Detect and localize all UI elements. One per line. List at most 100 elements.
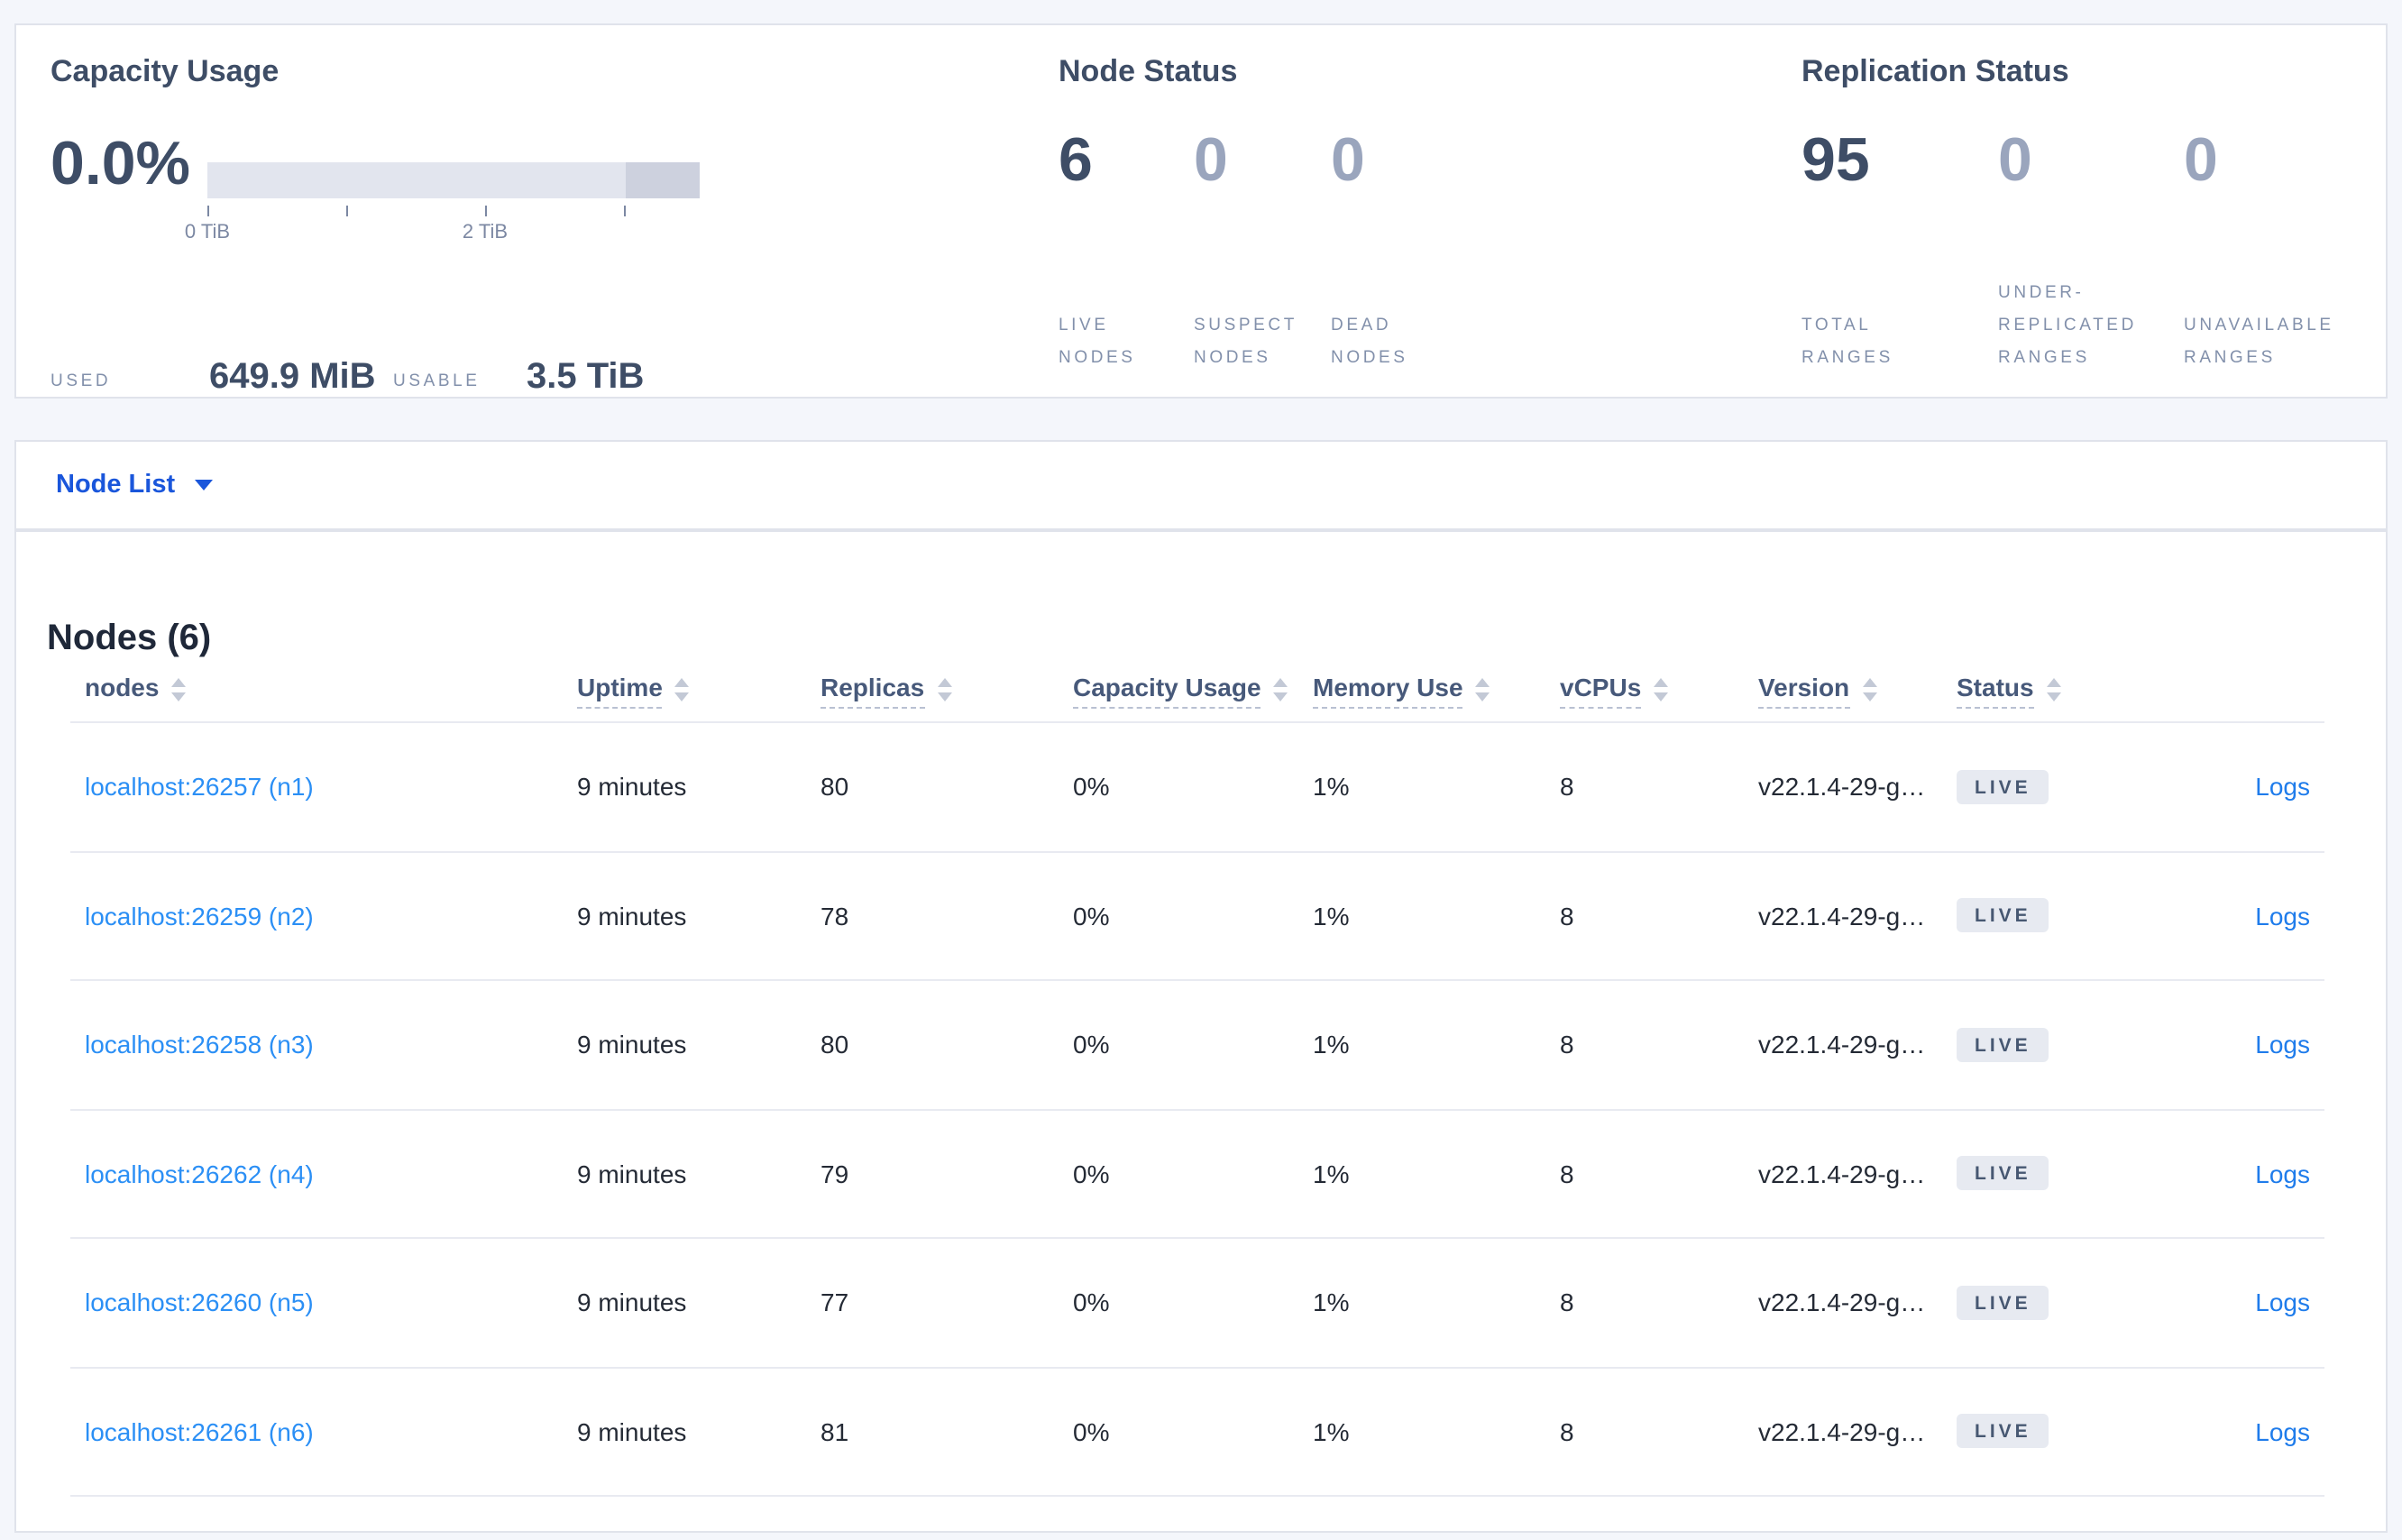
live-nodes-label: LIVE NODES: [1059, 315, 1136, 368]
vcpus-cell: 8: [1560, 772, 1574, 802]
column-header-label: Version: [1758, 672, 1850, 708]
column-header-replicas[interactable]: Replicas: [806, 672, 1059, 708]
live-nodes-value: 6: [1059, 126, 1093, 195]
logs-link[interactable]: Logs: [2255, 1159, 2310, 1188]
uptime-cell: 9 minutes: [577, 1159, 687, 1188]
cluster-summary-panel: Capacity Usage 0.0% 0 TiB 2 TiB USED 649…: [14, 23, 2388, 399]
node-link[interactable]: localhost:26259 (n2): [85, 901, 314, 930]
version-cell: v22.1.4-29-g…: [1758, 1030, 1926, 1059]
capacity-usage-cell: 0%: [1073, 1288, 1110, 1317]
capacity-used-value: 649.9 MiB: [209, 357, 376, 397]
node-link[interactable]: localhost:26258 (n3): [85, 1030, 314, 1059]
vcpus-cell: 8: [1560, 1030, 1574, 1059]
sort-icon[interactable]: [1475, 678, 1490, 701]
sort-icon[interactable]: [1273, 678, 1288, 701]
capacity-usage-cell: 0%: [1073, 772, 1110, 802]
column-header-nodes[interactable]: nodes: [70, 673, 563, 707]
column-header-memory-use[interactable]: Memory Use: [1298, 672, 1545, 708]
logs-link[interactable]: Logs: [2255, 1416, 2310, 1446]
sort-icon[interactable]: [1654, 678, 1669, 701]
vcpus-cell: 8: [1560, 1288, 1574, 1317]
suspect-nodes-value: 0: [1194, 126, 1228, 195]
logs-link[interactable]: Logs: [2255, 1288, 2310, 1317]
node-link[interactable]: localhost:26261 (n6): [85, 1416, 314, 1446]
sort-icon[interactable]: [937, 678, 952, 701]
node-link[interactable]: localhost:26260 (n5): [85, 1288, 314, 1317]
capacity-usable-label: USABLE: [393, 371, 481, 391]
capacity-usage-title: Capacity Usage: [50, 54, 280, 88]
capacity-axis-label-2: 2 TiB: [462, 222, 509, 243]
chevron-down-icon: [195, 480, 214, 490]
status-badge: LIVE: [1957, 898, 2049, 933]
column-header-vcpus[interactable]: vCPUs: [1545, 672, 1744, 708]
status-badge: LIVE: [1957, 1414, 2049, 1449]
nodes-table: nodes Uptime Replicas Capacity Usage Mem…: [70, 658, 2324, 1497]
table-row: localhost:26262 (n4) 9 minutes 79 0% 1% …: [70, 1110, 2324, 1239]
capacity-bar-usable-segment: [207, 162, 626, 198]
memory-use-cell: 1%: [1313, 1030, 1350, 1059]
uptime-cell: 9 minutes: [577, 1030, 687, 1059]
logs-link[interactable]: Logs: [2255, 901, 2310, 930]
replicas-cell: 81: [821, 1416, 849, 1446]
column-header-uptime[interactable]: Uptime: [563, 672, 806, 708]
uptime-cell: 9 minutes: [577, 1416, 687, 1446]
logs-link[interactable]: Logs: [2255, 772, 2310, 802]
node-status-title: Node Status: [1059, 54, 1238, 88]
column-header-label: nodes: [85, 673, 160, 701]
memory-use-cell: 1%: [1313, 901, 1350, 930]
column-header-label: Uptime: [577, 672, 663, 708]
uptime-cell: 9 minutes: [577, 1288, 687, 1317]
status-badge: LIVE: [1957, 1027, 2049, 1062]
node-list-dropdown[interactable]: Node List: [56, 442, 214, 528]
table-row: localhost:26257 (n1) 9 minutes 80 0% 1% …: [70, 723, 2324, 852]
capacity-axis-tick: [207, 206, 209, 216]
column-header-version[interactable]: Version: [1744, 672, 1942, 708]
replicas-cell: 78: [821, 901, 849, 930]
column-header-label: Replicas: [821, 672, 925, 708]
capacity-usage-cell: 0%: [1073, 1030, 1110, 1059]
sort-icon[interactable]: [1862, 678, 1877, 701]
capacity-used-label: USED: [50, 371, 112, 391]
dead-nodes-value: 0: [1331, 126, 1365, 195]
node-list-dropdown-label: Node List: [56, 471, 176, 500]
logs-link[interactable]: Logs: [2255, 1030, 2310, 1059]
unavailable-ranges-value: 0: [2184, 126, 2218, 195]
capacity-usable-value: 3.5 TiB: [527, 357, 645, 397]
capacity-axis-label-0: 0 TiB: [184, 222, 231, 243]
table-header-row: nodes Uptime Replicas Capacity Usage Mem…: [70, 658, 2324, 723]
sort-icon[interactable]: [171, 678, 187, 701]
suspect-nodes-stat: 0 SUSPECT NODES: [1194, 25, 1320, 400]
version-cell: v22.1.4-29-g…: [1758, 1416, 1926, 1446]
column-header-capacity-usage[interactable]: Capacity Usage: [1059, 672, 1298, 708]
nodes-section-title: Nodes (6): [47, 619, 212, 658]
sort-icon[interactable]: [674, 678, 690, 701]
capacity-usage-cell: 0%: [1073, 901, 1110, 930]
suspect-nodes-label: SUSPECT NODES: [1194, 315, 1297, 368]
uptime-cell: 9 minutes: [577, 901, 687, 930]
vcpus-cell: 8: [1560, 901, 1574, 930]
under-replicated-ranges-stat: 0 UNDER-REPLICATED RANGES: [1998, 25, 2178, 400]
version-cell: v22.1.4-29-g…: [1758, 772, 1926, 802]
sort-icon[interactable]: [2046, 678, 2061, 701]
dead-nodes-stat: 0 DEAD NODES: [1331, 25, 1466, 400]
capacity-usage-cell: 0%: [1073, 1416, 1110, 1446]
column-header-label: Capacity Usage: [1073, 672, 1261, 708]
total-ranges-stat: 95 TOTAL RANGES: [1802, 25, 1973, 400]
replicas-cell: 80: [821, 772, 849, 802]
capacity-axis-tick: [485, 206, 487, 216]
status-badge: LIVE: [1957, 1156, 2049, 1191]
capacity-usage-cell: 0%: [1073, 1159, 1110, 1188]
live-nodes-stat: 6 LIVE NODES: [1059, 25, 1185, 400]
table-row: localhost:26260 (n5) 9 minutes 77 0% 1% …: [70, 1239, 2324, 1368]
column-header-status[interactable]: Status: [1942, 672, 2130, 708]
status-badge: LIVE: [1957, 1285, 2049, 1320]
nodes-card: Nodes (6) nodes Uptime Replicas Capacity…: [14, 530, 2388, 1533]
capacity-axis-tick: [624, 206, 626, 216]
table-row: localhost:26259 (n2) 9 minutes 78 0% 1% …: [70, 852, 2324, 981]
node-link[interactable]: localhost:26262 (n4): [85, 1159, 314, 1188]
dead-nodes-label: DEAD NODES: [1331, 315, 1408, 368]
node-link[interactable]: localhost:26257 (n1): [85, 772, 314, 802]
uptime-cell: 9 minutes: [577, 772, 687, 802]
under-replicated-ranges-label: UNDER-REPLICATED RANGES: [1998, 282, 2137, 368]
memory-use-cell: 1%: [1313, 772, 1350, 802]
